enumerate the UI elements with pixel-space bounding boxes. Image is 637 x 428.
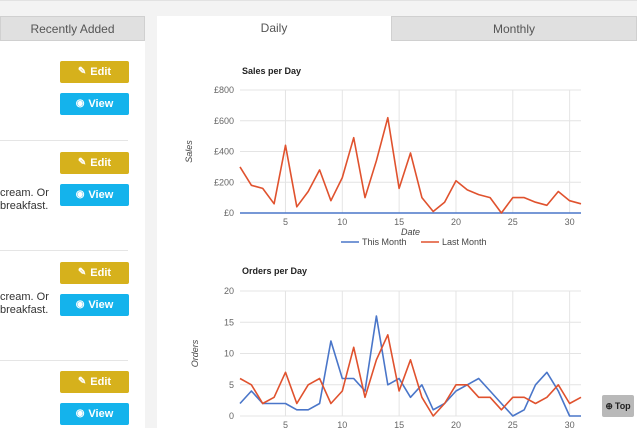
edit-label: Edit — [90, 267, 112, 279]
pencil-icon: ✎ — [77, 157, 87, 168]
entry-line: cream. Or — [0, 187, 49, 199]
eye-icon: ◉ — [75, 98, 85, 109]
eye-icon: ◉ — [75, 408, 85, 419]
top-border — [0, 0, 637, 1]
edit-button[interactable]: ✎ Edit — [60, 152, 129, 174]
tab-monthly[interactable]: Monthly — [391, 16, 637, 41]
view-label: View — [88, 408, 114, 420]
edit-button[interactable]: ✎ Edit — [60, 61, 129, 83]
entry-line: breakfast. — [0, 200, 49, 212]
eye-icon: ◉ — [75, 299, 85, 310]
entry-line: cream. Or — [0, 291, 49, 303]
tab-recently-added[interactable]: Recently Added — [0, 16, 145, 41]
view-button[interactable]: ◉ View — [60, 93, 129, 115]
view-label: View — [88, 98, 114, 110]
entry-divider — [0, 360, 128, 361]
eye-icon: ◉ — [75, 189, 85, 200]
entry-description: breakfast. — [0, 200, 58, 213]
pencil-icon: ✎ — [77, 376, 87, 387]
entry-line: breakfast. — [0, 304, 49, 316]
arrow-up-circle-icon: ⊕ — [605, 400, 613, 411]
back-to-top-button[interactable]: ⊕ Top — [602, 395, 634, 417]
edit-button[interactable]: ✎ Edit — [60, 262, 129, 284]
recently-added-panel: Recently Added ✎ Edit ◉ View ✎ Edit ◉ Vi… — [0, 16, 145, 428]
view-label: View — [88, 299, 114, 311]
entry-description: breakfast. — [0, 304, 58, 317]
pencil-icon: ✎ — [77, 267, 87, 278]
charts-area: Daily Monthly — [157, 16, 637, 428]
entry-description: cream. Or — [0, 291, 58, 304]
view-button[interactable]: ◉ View — [60, 184, 129, 206]
edit-button[interactable]: ✎ Edit — [60, 371, 129, 393]
view-button[interactable]: ◉ View — [60, 403, 129, 425]
top-label: Top — [614, 401, 631, 411]
edit-label: Edit — [90, 376, 112, 388]
edit-label: Edit — [90, 157, 112, 169]
entry-divider — [0, 140, 128, 141]
view-button[interactable]: ◉ View — [60, 294, 129, 316]
edit-label: Edit — [90, 66, 112, 78]
entry-divider — [0, 250, 128, 251]
tab-daily[interactable]: Daily — [157, 16, 391, 41]
entry-description: cream. Or — [0, 187, 58, 200]
pencil-icon: ✎ — [77, 66, 87, 77]
view-label: View — [88, 189, 114, 201]
chart-panel — [157, 41, 637, 428]
